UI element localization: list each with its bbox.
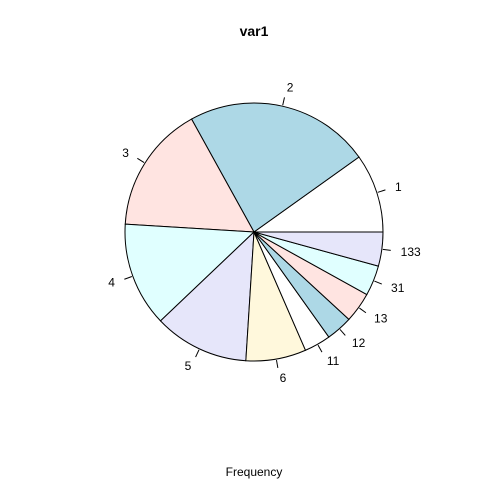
- pie-label-11: 11: [327, 354, 340, 368]
- chart-title: var1: [240, 23, 269, 39]
- pie-label-tick-31: [374, 280, 382, 285]
- pie-label-tick-3: [137, 157, 145, 163]
- pie-label-tick-2: [282, 97, 285, 106]
- pie-label-13: 13: [374, 312, 388, 326]
- pie-label-tick-6: [275, 359, 279, 369]
- pie-label-2: 2: [287, 81, 294, 95]
- pie-label-4: 4: [108, 276, 115, 290]
- pie-label-6: 6: [280, 371, 287, 385]
- pie-label-12: 12: [352, 336, 366, 350]
- pie-slice-5: [159, 230, 255, 362]
- pie-slice-3: [124, 118, 255, 233]
- pie-label-1: 1: [395, 180, 402, 194]
- pie-label-tick-4: [124, 276, 133, 280]
- pie-slice-4: [124, 223, 256, 322]
- pie-label-tick-1: [377, 189, 386, 193]
- pie-label-133: 133: [401, 245, 421, 259]
- pie-label-5: 5: [185, 359, 192, 373]
- pie-label-tick-11: [317, 344, 323, 353]
- x-axis-label: Frequency: [226, 465, 283, 479]
- pie-label-3: 3: [122, 146, 129, 160]
- pie-slices: [124, 102, 384, 362]
- pie-slice-2: [190, 102, 360, 233]
- pie-label-tick-5: [195, 349, 200, 358]
- pie-label-31: 31: [391, 281, 405, 295]
- pie-label-tick-13: [359, 307, 367, 314]
- pie-label-tick-12: [339, 329, 346, 336]
- pie-slice-133: [253, 231, 384, 267]
- pie-slice-1: [252, 156, 384, 233]
- pie-label-tick-133: [382, 248, 391, 251]
